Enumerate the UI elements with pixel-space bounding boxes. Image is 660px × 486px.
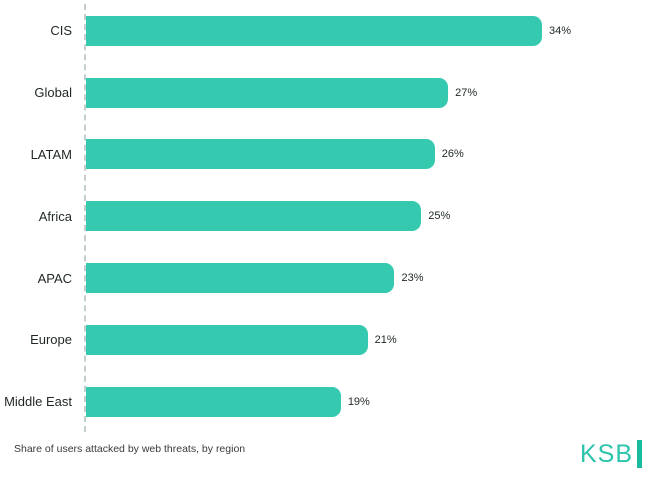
bar-rows: CIS 34% Global 27% LATAM 26% Africa 25% APAC 23% E… xyxy=(0,0,660,433)
bar-track: 34% xyxy=(86,15,660,46)
bar-chart: CIS 34% Global 27% LATAM 26% Africa 25% APAC 23% E… xyxy=(0,0,660,433)
bar-row: Africa 25% xyxy=(0,185,660,247)
bar-row: Middle East 19% xyxy=(0,371,660,433)
bar-africa xyxy=(86,201,422,232)
value-label: 19% xyxy=(347,395,370,408)
bar-apac xyxy=(86,263,395,294)
bar-middle-east xyxy=(86,386,341,417)
category-label: Global xyxy=(34,85,72,101)
ksb-logo: KSB xyxy=(580,440,642,468)
bar-track: 27% xyxy=(86,77,660,108)
category-label: LATAM xyxy=(30,146,72,162)
bar-global xyxy=(86,77,449,108)
bar-track: 25% xyxy=(86,201,660,232)
ksb-logo-bar-icon xyxy=(637,440,642,468)
value-label: 23% xyxy=(401,272,424,285)
y-axis-line xyxy=(84,4,86,432)
bar-row: APAC 23% xyxy=(0,247,660,309)
category-label: Middle East xyxy=(4,394,72,410)
value-label: 25% xyxy=(428,210,451,223)
bar-track: 23% xyxy=(86,263,660,294)
value-label: 34% xyxy=(549,24,572,37)
bar-latam xyxy=(86,139,435,170)
bar-row: LATAM 26% xyxy=(0,124,660,186)
bar-track: 19% xyxy=(86,386,660,417)
value-label: 27% xyxy=(455,86,478,99)
bar-track: 21% xyxy=(86,324,660,355)
value-label: 26% xyxy=(441,148,464,161)
category-label: Africa xyxy=(38,208,72,224)
bar-row: Europe 21% xyxy=(0,309,660,371)
category-label: CIS xyxy=(50,23,72,39)
bar-track: 26% xyxy=(86,139,660,170)
bar-europe xyxy=(86,324,368,355)
chart-caption: Share of users attacked by web threats, … xyxy=(14,443,246,455)
bar-row: Global 27% xyxy=(0,62,660,124)
ksb-logo-text: KSB xyxy=(579,440,633,468)
value-label: 21% xyxy=(374,333,397,346)
bar-row: CIS 34% xyxy=(0,0,660,62)
bar-cis xyxy=(86,15,542,46)
category-label: APAC xyxy=(37,270,72,286)
category-label: Europe xyxy=(30,332,72,348)
